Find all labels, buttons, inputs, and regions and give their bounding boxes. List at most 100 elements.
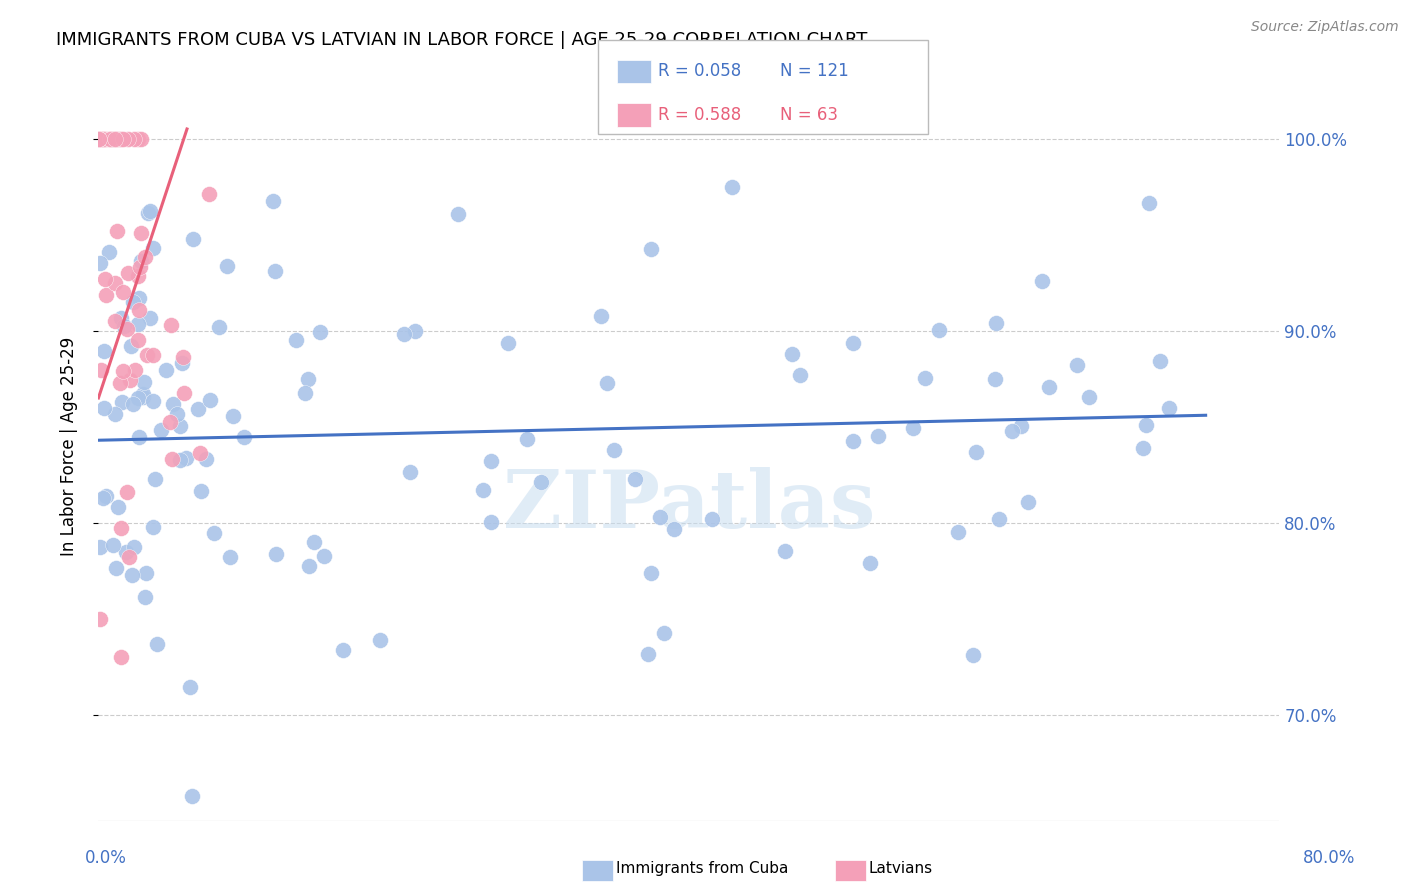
Point [172, 350, 194, 364]
Point [98, 131, 121, 145]
Point [139, 311, 162, 326]
Point [89, 256, 111, 270]
Point [624, 472, 647, 486]
Point [160, 452, 183, 467]
Point [173, 386, 195, 401]
Point [112, 319, 135, 334]
Point [110, 521, 132, 535]
Text: N = 121: N = 121 [780, 62, 849, 80]
Point [93, 131, 115, 145]
Point [89, 540, 111, 554]
Point [264, 264, 287, 278]
Point [94, 271, 117, 285]
Point [700, 511, 723, 525]
Point [105, 560, 128, 574]
Point [481, 515, 503, 529]
Point [117, 266, 139, 280]
Point [1010, 419, 1032, 434]
Point [105, 224, 128, 238]
Point [447, 207, 470, 221]
Point [217, 259, 239, 273]
Point [118, 373, 141, 387]
Point [98, 131, 121, 145]
Point [159, 318, 181, 332]
Point [112, 364, 135, 378]
Text: Latvians: Latvians [869, 862, 934, 876]
Point [285, 333, 308, 347]
Point [104, 407, 127, 421]
Point [652, 626, 675, 640]
Point [115, 322, 138, 336]
Point [1017, 495, 1039, 509]
Point [308, 325, 330, 339]
Point [1031, 274, 1053, 288]
Point [111, 131, 134, 145]
Point [128, 303, 150, 318]
Text: IMMIGRANTS FROM CUBA VS LATVIAN IN LABOR FORCE | AGE 25-29 CORRELATION CHART: IMMIGRANTS FROM CUBA VS LATVIAN IN LABOR… [56, 31, 868, 49]
Point [842, 434, 865, 449]
Point [142, 519, 165, 533]
Point [93, 491, 115, 505]
Point [1001, 424, 1024, 438]
Point [101, 131, 124, 145]
Point [1159, 401, 1181, 415]
Point [222, 409, 245, 423]
Point [946, 524, 969, 539]
Point [720, 180, 742, 194]
Y-axis label: In Labor Force | Age 25-29: In Labor Force | Age 25-29 [59, 336, 77, 556]
Point [232, 430, 254, 444]
Point [142, 394, 165, 409]
Point [91, 131, 114, 145]
Point [188, 446, 211, 460]
Point [136, 349, 159, 363]
Point [195, 451, 218, 466]
Point [91, 131, 114, 145]
Point [128, 291, 150, 305]
Point [640, 566, 662, 580]
Point [404, 324, 426, 338]
Point [93, 343, 115, 358]
Point [664, 522, 686, 536]
Point [93, 131, 115, 145]
Point [120, 338, 142, 352]
Point [496, 336, 519, 351]
Point [298, 558, 321, 573]
Text: Immigrants from Cuba: Immigrants from Cuba [616, 862, 789, 876]
Point [264, 547, 287, 561]
Point [132, 390, 155, 404]
Point [104, 131, 127, 145]
Point [314, 549, 336, 563]
Point [399, 465, 422, 479]
Point [162, 397, 184, 411]
Point [124, 363, 146, 377]
Point [127, 317, 149, 331]
Point [773, 544, 796, 558]
Point [94, 490, 117, 504]
Point [1137, 196, 1160, 211]
Point [471, 483, 494, 497]
Point [589, 310, 612, 324]
Point [115, 545, 138, 559]
Point [166, 407, 188, 421]
Point [202, 525, 225, 540]
Point [90, 131, 112, 145]
Point [89, 131, 111, 145]
Point [134, 250, 156, 264]
Point [530, 475, 553, 489]
Point [127, 333, 149, 347]
Point [207, 319, 229, 334]
Point [122, 131, 145, 145]
Point [146, 637, 169, 651]
Point [111, 285, 134, 299]
Point [1078, 390, 1101, 404]
Point [1066, 358, 1088, 372]
Point [294, 385, 316, 400]
Point [903, 421, 925, 435]
Point [117, 131, 139, 145]
Point [988, 512, 1011, 526]
Point [603, 443, 626, 458]
Point [87, 131, 110, 145]
Text: ZIPatlas: ZIPatlas [503, 467, 875, 545]
Point [90, 363, 112, 377]
Point [914, 371, 936, 385]
